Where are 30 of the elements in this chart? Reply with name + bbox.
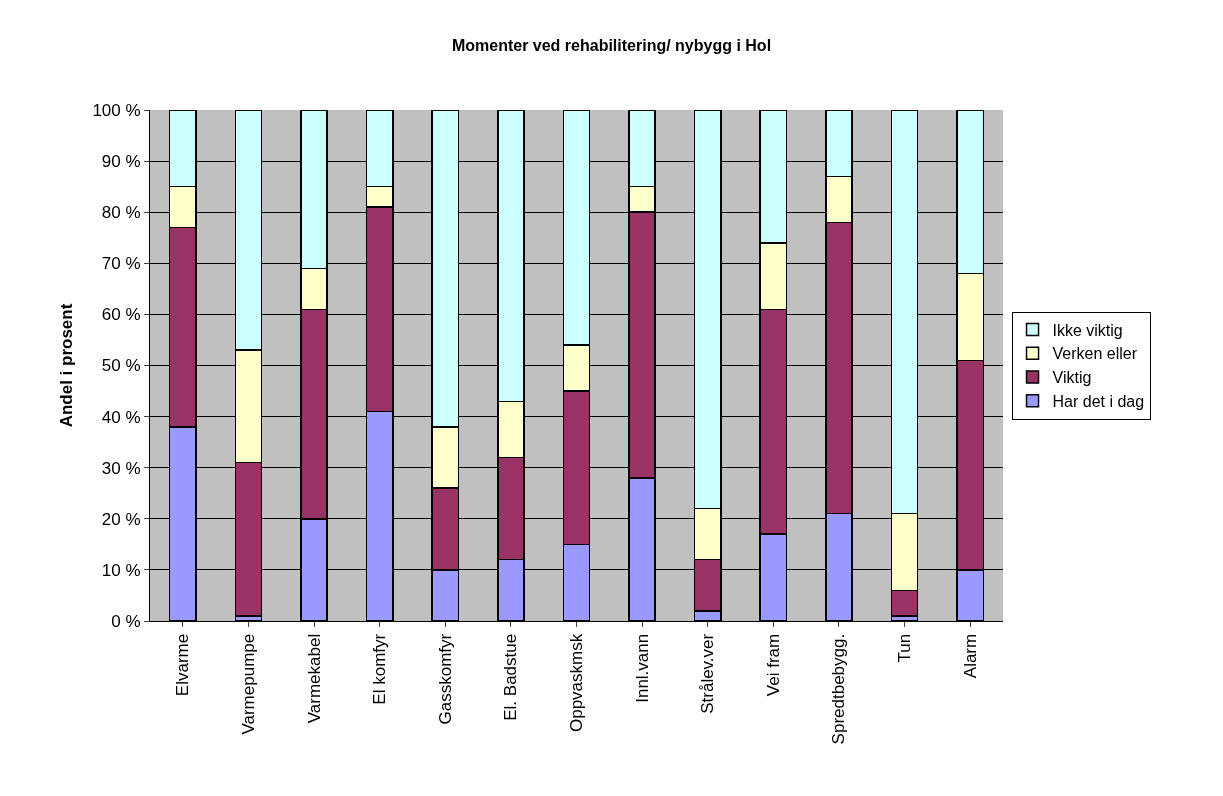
chart-title: Momenter ved rehabilitering/ nybygg i Hol	[451, 37, 772, 54]
y-tick-label: 30 %	[101, 458, 141, 478]
x-tick-label: El komfyr	[370, 633, 390, 705]
x-tick-label: Gasskomfyr	[435, 633, 455, 725]
x-tick-label: Spredtbebygg.	[829, 633, 849, 745]
legend-label: Har det i dag	[1052, 393, 1145, 411]
legend-label: Verken eller	[1052, 345, 1138, 363]
x-tick-label: Vei fram	[763, 633, 783, 697]
legend-label: Viktig	[1052, 369, 1092, 387]
x-tick-label: Alarm	[960, 633, 980, 679]
x-tick-label: Innl.vann	[632, 633, 652, 703]
y-tick-label: 40 %	[101, 407, 141, 427]
y-tick-label: 60 %	[101, 305, 141, 325]
y-tick-label: 10 %	[101, 560, 141, 580]
x-tick-label: El. Badstue	[501, 633, 521, 721]
x-tick-label: Tun	[895, 633, 915, 663]
x-tick-label: Oppvaskmsk	[567, 633, 587, 733]
x-tick-label: Varmepumpe	[238, 633, 258, 735]
y-axis-title: Andel i prosent	[56, 303, 76, 428]
legend-label: Ikke viktig	[1052, 321, 1123, 339]
y-tick-label: 90 %	[101, 152, 141, 172]
y-tick-label: 100 %	[92, 100, 141, 120]
y-tick-label: 0 %	[111, 611, 141, 631]
y-tick-label: 70 %	[101, 254, 141, 274]
y-tick-label: 50 %	[101, 356, 141, 376]
x-tick-label: Elvarme	[173, 633, 193, 697]
x-tick-label: Varmekabel	[304, 633, 324, 724]
y-tick-label: 80 %	[101, 203, 141, 223]
x-tick-label: Strålev.ver	[698, 633, 718, 714]
y-tick-label: 20 %	[101, 509, 141, 529]
